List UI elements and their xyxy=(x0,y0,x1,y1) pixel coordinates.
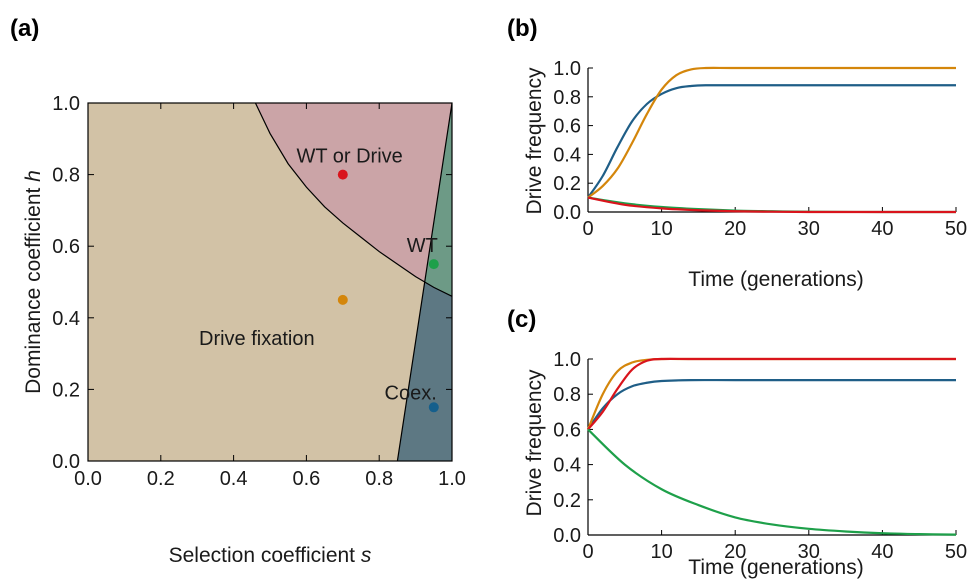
panel-c-y-tick-label: 0.0 xyxy=(553,525,581,547)
x-tick-label: 0.2 xyxy=(147,468,175,490)
panel-c-y-tick-label: 0.4 xyxy=(553,455,581,477)
panel-b-series-line xyxy=(587,196,957,214)
panel-b-line-chart: 0 10 20 30 40 50 0.0 0.2 0.4 0.6 0.8 1.0 Time (gene… xyxy=(523,58,967,291)
panel-c-y-tick-label: 0.6 xyxy=(553,419,581,441)
panel-c-x-axis-title: Time (generations) xyxy=(688,556,863,579)
data-point xyxy=(337,169,348,180)
x-tick-label: 0.6 xyxy=(292,468,320,490)
y-tick-label: 1.0 xyxy=(52,93,80,115)
panel-b-y-tick-label: 1.0 xyxy=(553,58,581,80)
panel-b-x-axis-title: Time (generations) xyxy=(688,268,863,291)
y-tick-label: 0.4 xyxy=(52,308,80,330)
boundary-line xyxy=(396,103,452,461)
panel-b-x-tick-label: 40 xyxy=(871,218,893,240)
panel-b-y-tick-label: 0.6 xyxy=(553,116,581,138)
region-label-drive-fixation: Drive fixation xyxy=(199,328,315,350)
panel-a-ticks: 0.0 0.2 0.4 0.6 0.8 1.0 0.0 0.2 0.4 0.6 0.8 1.0 xyxy=(52,93,466,490)
y-tick-label: 0.0 xyxy=(52,451,80,473)
x-tick-label: 0.0 xyxy=(74,468,102,490)
point-label: WT xyxy=(407,235,438,257)
panel-a-x-axis-title: Selection coefficient s xyxy=(169,544,372,567)
panel-label-c: (c) xyxy=(507,306,536,333)
x-tick-label: 0.4 xyxy=(220,468,248,490)
data-point xyxy=(337,294,348,305)
panel-c-y-tick-label: 0.2 xyxy=(553,490,581,512)
data-point xyxy=(428,259,439,270)
panel-b-x-tick-label: 0 xyxy=(582,218,593,240)
panel-c-line-chart: 0 10 20 30 40 50 0.0 0.2 0.4 0.6 0.8 1.0 Time (gene… xyxy=(523,349,967,579)
panel-c-series-line xyxy=(586,357,956,430)
panel-b-x-tick-label: 20 xyxy=(724,218,746,240)
panel-b-axes: 0 10 20 30 40 50 0.0 0.2 0.4 0.6 0.8 1.0 xyxy=(553,58,967,240)
panel-b-y-tick-label: 0.0 xyxy=(553,202,581,224)
panel-b-series-line xyxy=(587,84,956,199)
panel-c-x-tick-label: 20 xyxy=(724,541,746,563)
panel-label-a: (a) xyxy=(10,15,39,42)
y-tick-label: 0.6 xyxy=(52,236,80,258)
panel-b-x-tick-label: 30 xyxy=(798,218,820,240)
panel-c-series-line xyxy=(587,428,957,536)
boundary-curve xyxy=(254,103,452,297)
y-tick-label: 0.2 xyxy=(52,379,80,401)
panel-c-series xyxy=(586,357,957,536)
panel-b-x-tick-label: 50 xyxy=(945,218,967,240)
panel-c-axes: 0 10 20 30 40 50 0.0 0.2 0.4 0.6 0.8 1.0 xyxy=(553,349,967,563)
panel-b-y-tick-label: 0.4 xyxy=(553,144,581,166)
panel-c-x-tick-label: 30 xyxy=(798,541,820,563)
panel-b-y-tick-label: 0.8 xyxy=(553,87,581,109)
x-tick-label: 1.0 xyxy=(438,468,466,490)
panel-b-series-line xyxy=(587,196,956,214)
panel-a-y-axis-title: Dominance coefficient h xyxy=(22,170,45,394)
panel-label-b: (b) xyxy=(507,15,538,42)
panel-c-x-tick-label: 10 xyxy=(650,541,672,563)
panel-b-series-line xyxy=(587,66,956,199)
panel-c-y-tick-label: 0.8 xyxy=(553,384,581,406)
panel-a-phase-diagram: 0.0 0.2 0.4 0.6 0.8 1.0 0.0 0.2 0.4 0.6 0.8 1.0 WT … xyxy=(22,93,466,567)
data-point xyxy=(428,402,439,413)
panel-a-frame xyxy=(87,102,453,462)
panel-b-x-tick-label: 10 xyxy=(650,218,672,240)
region-wt-or-drive xyxy=(255,103,452,297)
x-tick-label: 0.8 xyxy=(365,468,393,490)
panel-c-y-axis-title: Drive frequency xyxy=(523,369,546,517)
point-label: Coex. xyxy=(385,382,437,404)
panel-c-series-line xyxy=(587,378,956,431)
phase-boundaries xyxy=(254,103,452,461)
panel-c-x-tick-label: 50 xyxy=(945,541,967,563)
panel-c-series-line xyxy=(587,357,956,431)
panel-c-x-tick-label: 0 xyxy=(582,541,593,563)
panel-b-series xyxy=(587,66,957,214)
y-tick-label: 0.8 xyxy=(52,165,80,187)
point-label: WT or Drive xyxy=(296,146,402,168)
panel-a-points: WT or Drive WT Coex. xyxy=(296,146,439,413)
panel-b-y-axis-title: Drive frequency xyxy=(523,67,546,215)
panel-c-y-tick-label: 1.0 xyxy=(553,349,581,371)
panel-c-x-tick-label: 40 xyxy=(871,541,893,563)
panel-b-y-tick-label: 0.2 xyxy=(553,173,581,195)
